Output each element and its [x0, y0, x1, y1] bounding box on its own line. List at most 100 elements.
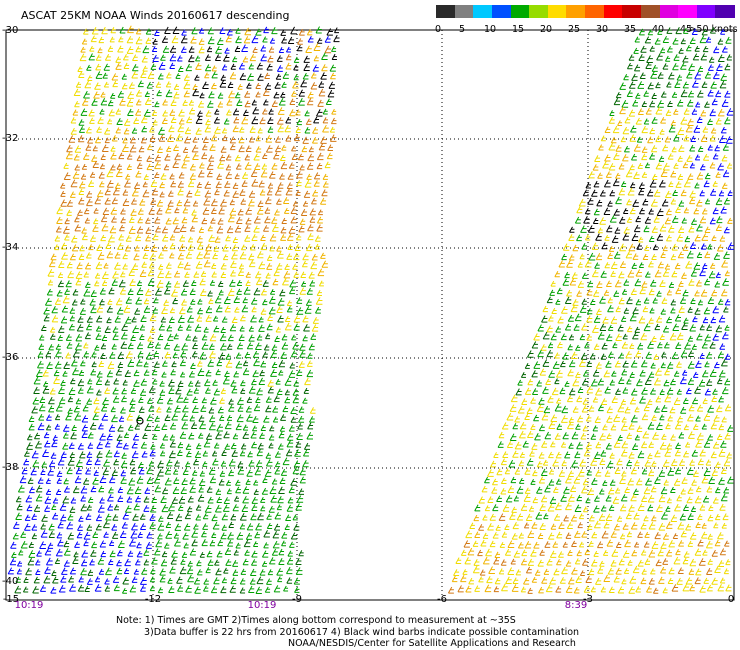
wind-barb — [160, 495, 167, 503]
map-title: ASCAT 25KM NOAA Winds 20160617 descendin… — [21, 9, 290, 22]
wind-barb — [172, 160, 179, 169]
wind-barb — [643, 486, 650, 495]
wind-barb — [584, 342, 590, 349]
wind-barb — [517, 541, 524, 549]
wind-barb — [536, 486, 543, 494]
wind-barb — [674, 314, 681, 322]
wind-barb — [623, 279, 629, 286]
wind-barb — [94, 272, 100, 279]
wind-barb — [570, 514, 577, 522]
wind-barb — [716, 63, 723, 71]
wind-barb — [223, 189, 230, 197]
wind-barb — [57, 325, 65, 333]
wind-barb — [134, 308, 140, 315]
wind-barb — [577, 469, 585, 477]
wind-barb — [73, 551, 79, 558]
wind-barb — [473, 514, 479, 522]
wind-barb — [587, 197, 594, 205]
wind-barb — [604, 154, 611, 162]
note-line-1: Note: 1) Times are GMT 2)Times along bot… — [116, 615, 516, 626]
wind-barb — [331, 108, 337, 115]
wind-barb — [707, 243, 713, 250]
time-label-left: 10:19 — [14, 600, 44, 611]
wind-barb — [724, 353, 731, 360]
wind-barb — [51, 570, 57, 576]
wind-barb — [49, 326, 56, 333]
wind-barb — [321, 260, 328, 268]
wind-barb — [120, 460, 128, 468]
wind-barb — [626, 198, 632, 206]
wind-barb — [31, 450, 39, 459]
wind-barb — [675, 181, 682, 188]
wind-barb — [233, 116, 240, 124]
wind-barb — [629, 182, 636, 189]
wind-barb — [460, 575, 467, 583]
wind-barb — [94, 136, 101, 144]
wind-barb — [621, 470, 627, 477]
wind-barb — [634, 460, 640, 467]
wind-barb — [643, 118, 649, 125]
wind-barb — [69, 378, 76, 385]
wind-barb — [532, 496, 538, 504]
wind-barb — [292, 514, 298, 521]
wind-barb — [694, 290, 700, 297]
wind-barb — [117, 351, 124, 360]
wind-barb — [193, 577, 200, 585]
wind-barb — [173, 532, 179, 539]
wind-barb — [648, 441, 654, 448]
wind-barb — [716, 216, 723, 224]
wind-barb — [720, 206, 727, 214]
wind-barb — [248, 325, 254, 332]
wind-barb — [701, 233, 709, 241]
wind-barb — [202, 450, 208, 457]
wind-barb — [695, 440, 702, 448]
wind-barb — [672, 533, 678, 539]
wind-barb — [600, 586, 606, 593]
wind-barb — [623, 145, 630, 153]
wind-barb — [106, 317, 112, 324]
wind-barb — [114, 182, 121, 189]
wind-barb — [193, 523, 199, 530]
wind-barb — [173, 270, 180, 278]
wind-barb — [210, 397, 217, 405]
wind-barb — [268, 557, 276, 565]
wind-barb — [149, 326, 156, 333]
wind-barb — [186, 324, 192, 331]
wind-barb — [669, 486, 676, 494]
wind-barb — [156, 406, 162, 413]
wind-barb — [192, 469, 198, 476]
wind-barb — [171, 361, 177, 368]
wind-barb — [694, 548, 702, 556]
wind-barb — [157, 73, 164, 80]
wind-barb — [195, 116, 203, 124]
wind-barb — [136, 550, 143, 558]
wind-barb — [160, 316, 166, 323]
wind-barb — [300, 208, 308, 216]
wind-barb — [492, 531, 499, 539]
wind-barb — [675, 442, 681, 449]
wind-barb — [75, 271, 83, 279]
wind-barb — [721, 182, 728, 189]
wind-barb — [655, 106, 663, 115]
wind-barb — [694, 71, 701, 80]
wind-barb — [702, 495, 709, 503]
wind-barb — [566, 260, 573, 268]
wind-barb — [711, 577, 718, 585]
wind-barb — [699, 449, 706, 457]
wind-barb — [103, 81, 109, 88]
wind-barb — [286, 566, 293, 575]
wind-barb — [21, 467, 28, 475]
wind-barb — [254, 531, 260, 539]
wind-barb — [617, 586, 624, 594]
wind-barb — [643, 404, 650, 412]
wind-barb — [643, 515, 649, 522]
wind-barb — [48, 531, 55, 538]
wind-barb — [619, 476, 626, 484]
wind-barb — [548, 479, 555, 486]
wind-barb — [116, 434, 123, 441]
wind-barb — [657, 72, 664, 79]
wind-barb — [201, 334, 208, 341]
wind-barb — [298, 406, 305, 413]
wind-barb — [63, 162, 69, 169]
wind-barb — [634, 278, 641, 287]
